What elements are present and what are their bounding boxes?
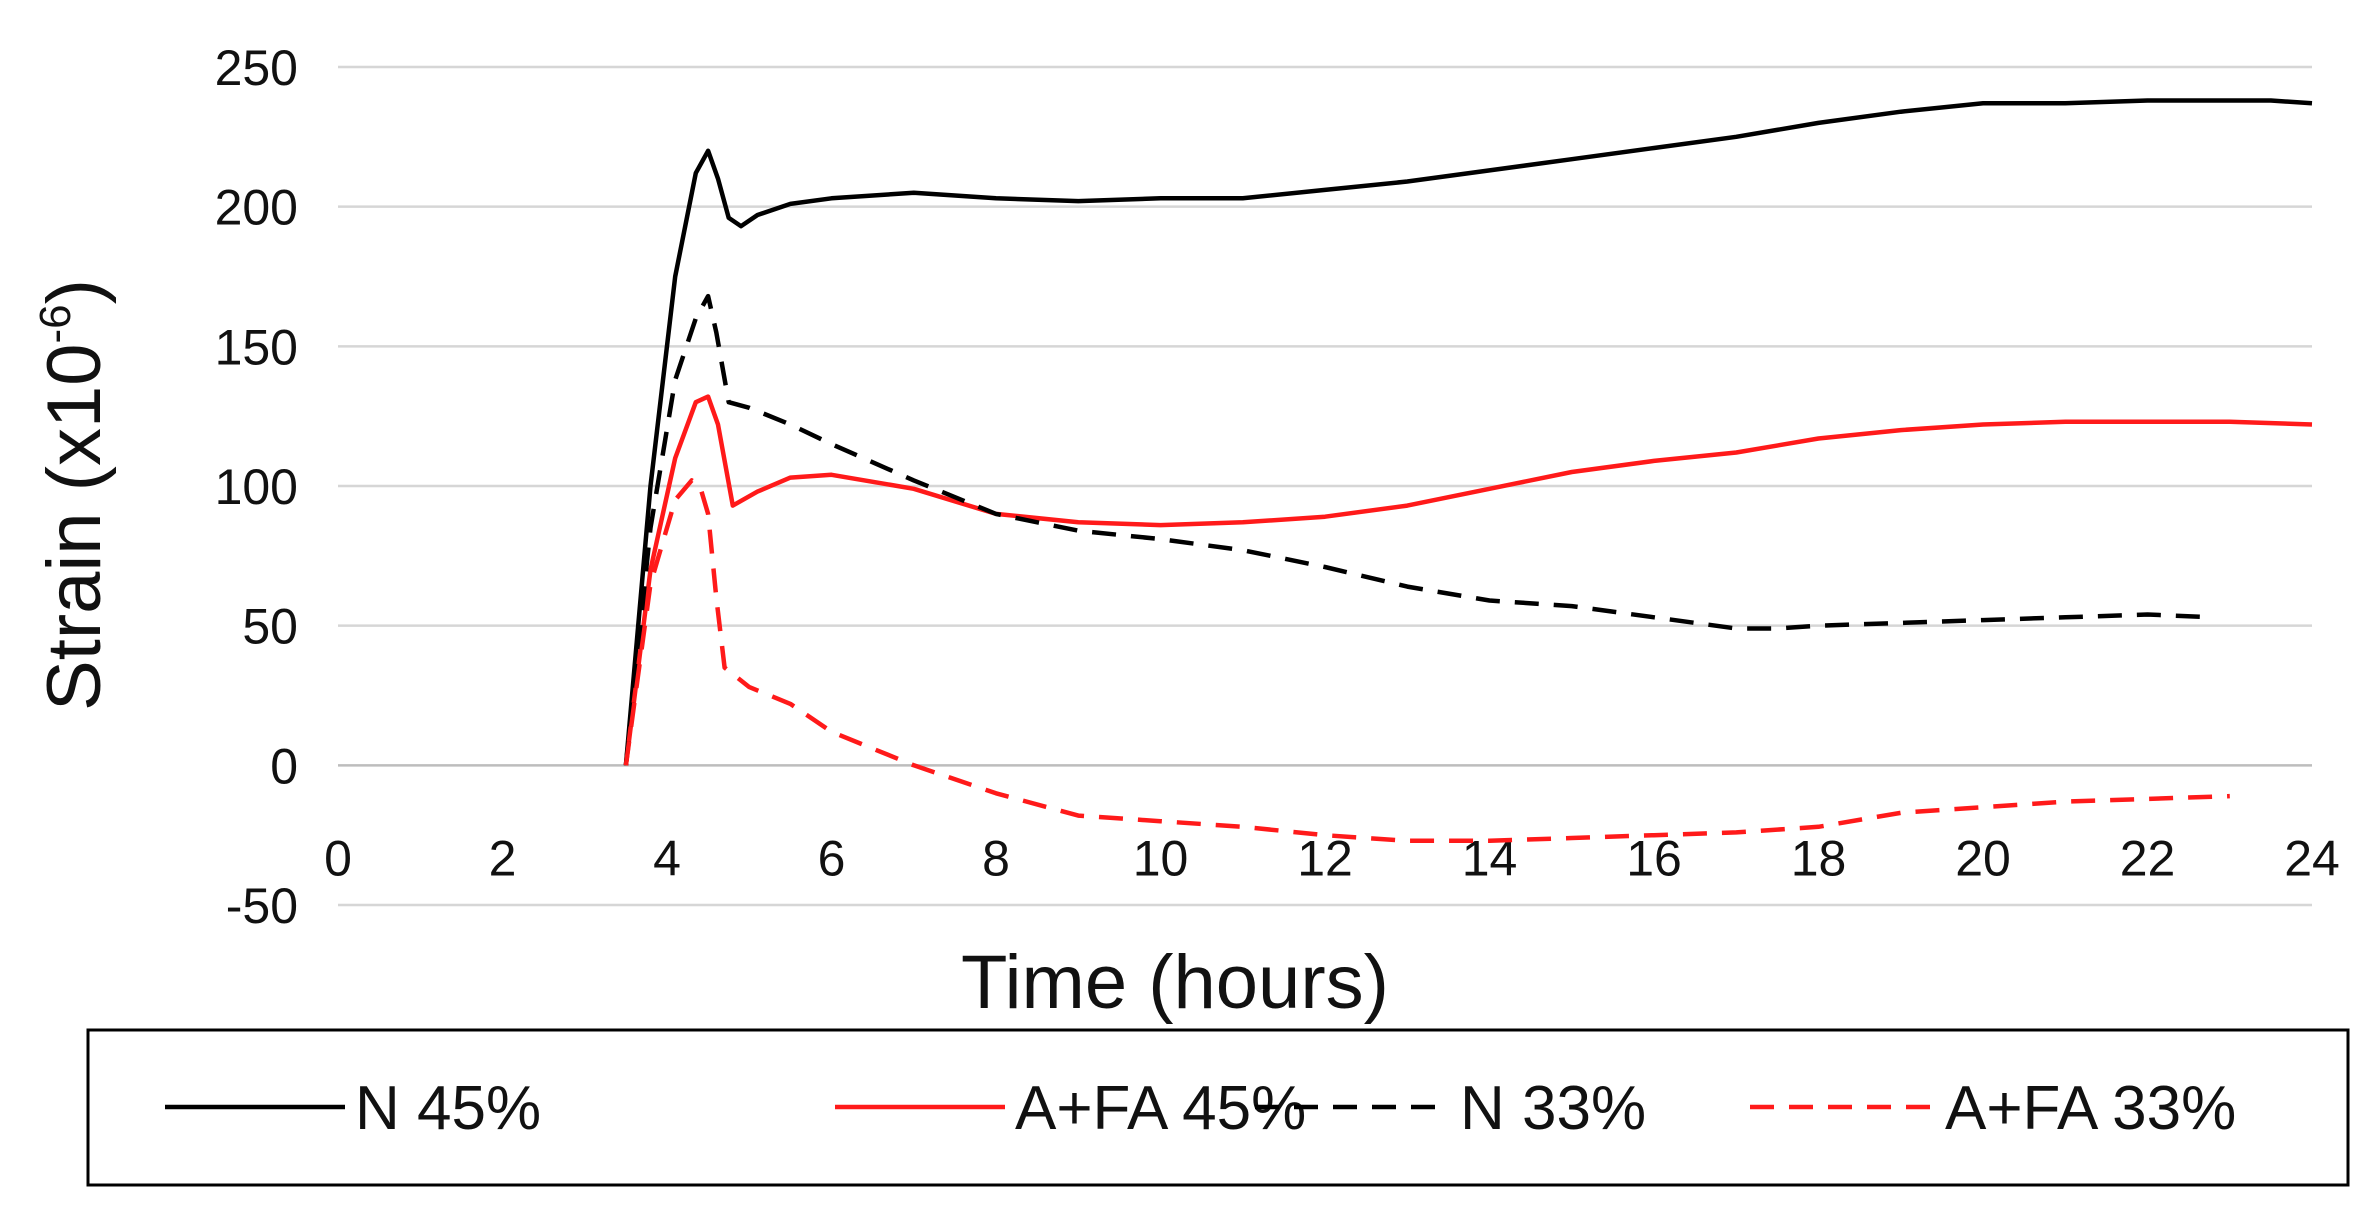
x-axis-title: Time (hours) bbox=[961, 940, 1389, 1025]
y-axis-title-superscript: -6 bbox=[31, 304, 80, 343]
y-axis-title: Strain (x10-6) bbox=[31, 279, 117, 711]
x-tick-label-8: 16 bbox=[1626, 830, 1682, 886]
x-tick-label-2: 4 bbox=[653, 830, 681, 886]
x-tick-label-3: 6 bbox=[818, 830, 846, 886]
legend-label-2: N 33% bbox=[1460, 1074, 1646, 1143]
grid-lines bbox=[338, 65, 2312, 907]
y-axis-title-main: Strain (x10 bbox=[32, 343, 117, 711]
x-tick-label-4: 8 bbox=[982, 830, 1010, 886]
series-line-2 bbox=[623, 293, 2214, 766]
x-tick-label-9: 18 bbox=[1791, 830, 1847, 886]
x-tick-label-1: 2 bbox=[489, 830, 517, 886]
legend-label-3: A+FA 33% bbox=[1945, 1074, 2236, 1143]
y-tick-label-2: 50 bbox=[242, 599, 298, 655]
series-line-3 bbox=[623, 478, 2230, 844]
x-tick-label-0: 0 bbox=[324, 830, 352, 886]
x-tick-label-6: 12 bbox=[1297, 830, 1353, 886]
y-tick-labels: -50 0 50 100 150 200 250 bbox=[215, 40, 298, 934]
y-tick-label-0: -50 bbox=[226, 878, 298, 934]
legend-box bbox=[86, 1028, 2350, 1187]
y-tick-label-1: 0 bbox=[270, 738, 298, 794]
y-axis-title-close: ) bbox=[32, 279, 117, 304]
series-line-0 bbox=[623, 98, 2313, 766]
x-tick-label-11: 22 bbox=[2120, 830, 2176, 886]
y-tick-label-5: 200 bbox=[215, 180, 298, 236]
y-tick-label-4: 150 bbox=[215, 319, 298, 375]
x-tick-label-12: 24 bbox=[2284, 830, 2340, 886]
legend: N 45% A+FA 45% N 33% A+FA 33% bbox=[86, 1028, 2350, 1187]
y-tick-label-6: 250 bbox=[215, 40, 298, 96]
legend-entries: N 45% A+FA 45% N 33% A+FA 33% bbox=[165, 1074, 2236, 1143]
series-lines bbox=[623, 98, 2313, 844]
y-tick-label-3: 100 bbox=[215, 459, 298, 515]
series-line-1 bbox=[623, 394, 2313, 766]
legend-label-0: N 45% bbox=[355, 1074, 541, 1143]
x-tick-label-5: 10 bbox=[1133, 830, 1189, 886]
x-tick-labels: 0 2 4 6 8 10 12 14 16 18 20 22 24 bbox=[324, 830, 2340, 886]
x-tick-label-10: 20 bbox=[1955, 830, 2011, 886]
